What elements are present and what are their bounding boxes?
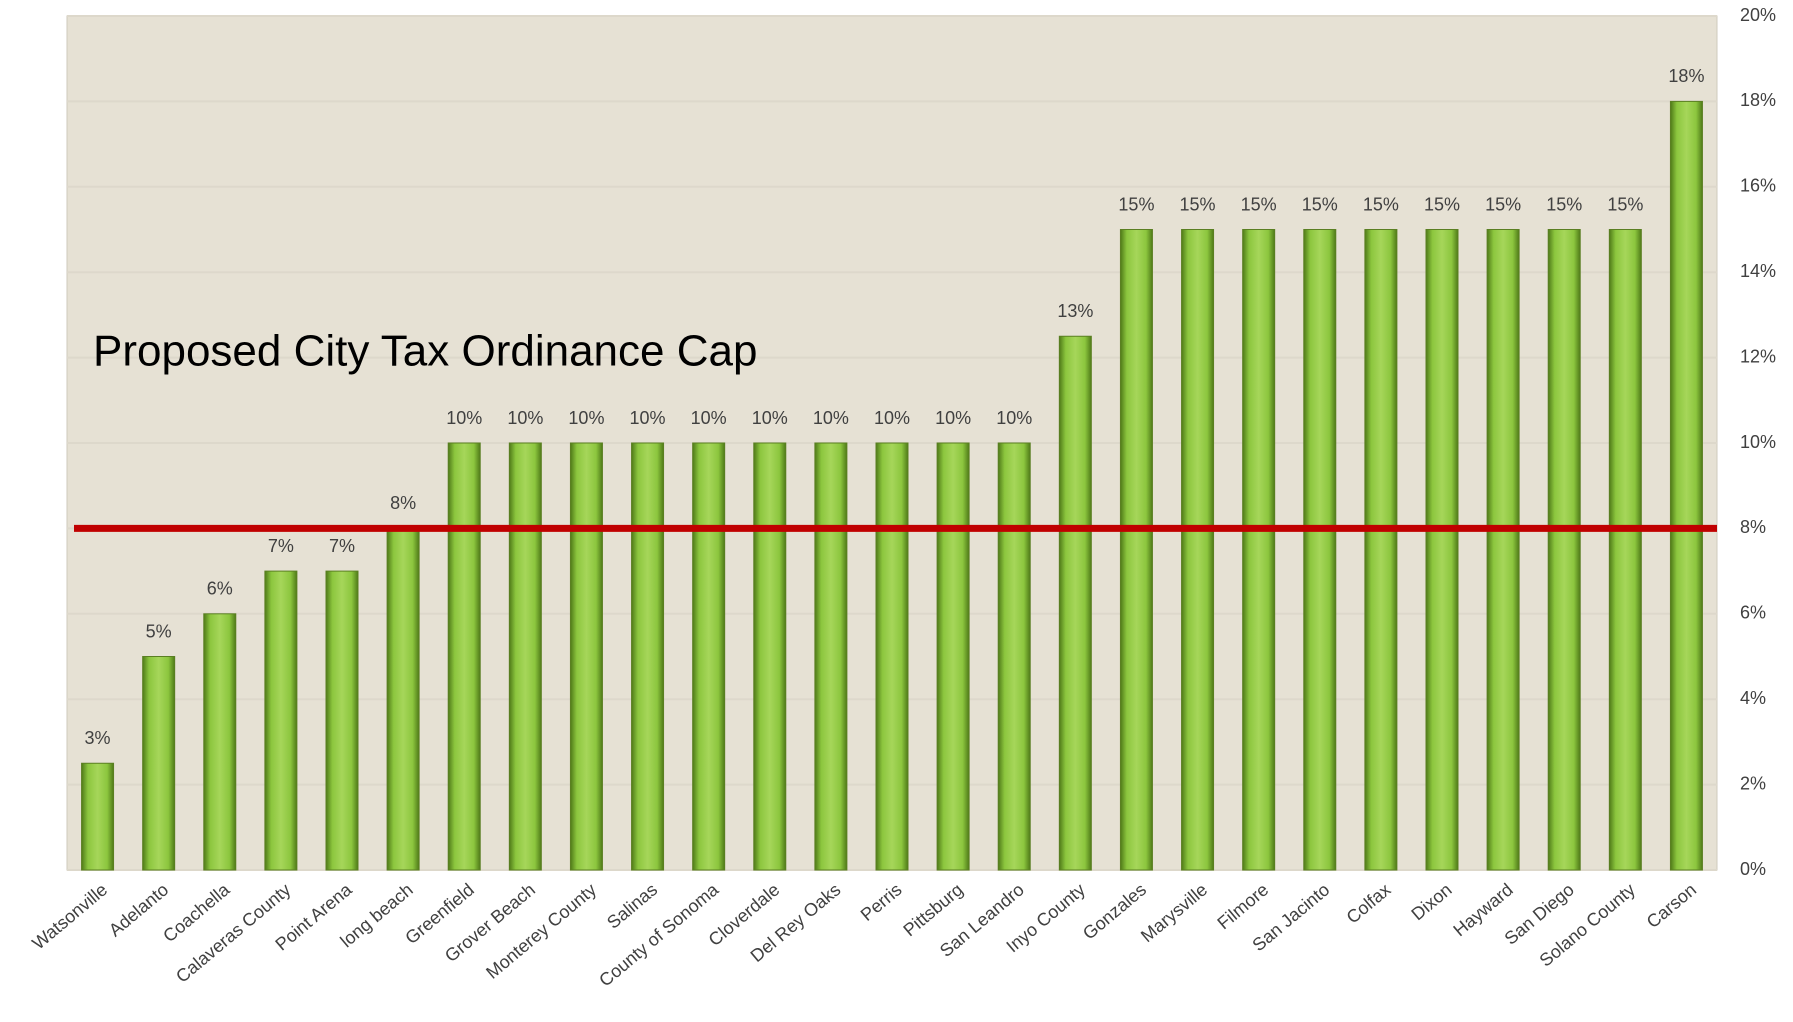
value-label: 10% (630, 408, 666, 428)
bar (875, 442, 909, 871)
value-label: 15% (1363, 194, 1399, 214)
y-tick-label: 10% (1740, 432, 1776, 452)
value-label: 10% (813, 408, 849, 428)
bar (814, 442, 848, 871)
bar (753, 442, 787, 871)
bar (1181, 229, 1215, 871)
bar (142, 656, 176, 871)
bar (508, 442, 542, 871)
value-label: 10% (507, 408, 543, 428)
bar (1364, 229, 1398, 871)
x-tick-label: Salinas (603, 879, 661, 932)
x-tick-label: Dixon (1408, 879, 1456, 924)
y-tick-label: 16% (1740, 176, 1776, 196)
y-tick-label: 18% (1740, 90, 1776, 110)
bar (447, 442, 481, 871)
value-label: 10% (874, 408, 910, 428)
value-label: 15% (1180, 194, 1216, 214)
y-tick-label: 14% (1740, 261, 1776, 281)
bar (1547, 229, 1581, 871)
y-tick-label: 0% (1740, 859, 1766, 879)
value-label: 15% (1424, 194, 1460, 214)
bar (1303, 229, 1337, 871)
bar (325, 570, 359, 871)
bar (1425, 229, 1459, 871)
bar (386, 527, 420, 871)
value-label: 15% (1607, 194, 1643, 214)
value-label: 15% (1118, 194, 1154, 214)
y-tick-label: 8% (1740, 517, 1766, 537)
x-tick-label: Colfax (1343, 879, 1395, 927)
bar (997, 442, 1031, 871)
bar (1608, 229, 1642, 871)
value-label: 10% (446, 408, 482, 428)
value-label: 7% (268, 536, 294, 556)
x-tick-label: Filmore (1213, 879, 1272, 933)
x-tick-label: Watsonville (28, 879, 111, 953)
value-label: 6% (207, 579, 233, 599)
bar (936, 442, 970, 871)
x-tick-label: Perris (857, 879, 906, 925)
y-tick-label: 12% (1740, 346, 1776, 366)
bar (569, 442, 603, 871)
bar (1242, 229, 1276, 871)
value-label: 5% (146, 621, 172, 641)
value-label: 7% (329, 536, 355, 556)
bar (692, 442, 726, 871)
value-label: 10% (996, 408, 1032, 428)
x-tick-label: Marysville (1137, 879, 1211, 946)
value-label: 8% (390, 493, 416, 513)
y-tick-label: 20% (1740, 5, 1776, 25)
y-tick-label: 2% (1740, 773, 1766, 793)
bar (1669, 100, 1703, 871)
bar (1486, 229, 1520, 871)
bar (203, 613, 237, 871)
bar (631, 442, 665, 871)
y-tick-label: 6% (1740, 603, 1766, 623)
bar (264, 570, 298, 871)
value-label: 15% (1241, 194, 1277, 214)
value-label: 15% (1546, 194, 1582, 214)
bar (1058, 335, 1092, 871)
value-label: 10% (568, 408, 604, 428)
value-label: 13% (1057, 301, 1093, 321)
value-label: 15% (1485, 194, 1521, 214)
value-label: 15% (1302, 194, 1338, 214)
value-label: 3% (85, 728, 111, 748)
x-tick-label: Monterey County (482, 879, 600, 982)
x-tick-label: Calaveras County (172, 879, 294, 986)
x-tick-label: Carson (1643, 879, 1700, 932)
y-tick-label: 4% (1740, 688, 1766, 708)
value-label: 10% (935, 408, 971, 428)
value-label: 18% (1668, 66, 1704, 86)
annotation: Proposed City Tax Ordinance Cap (93, 327, 757, 376)
value-label: 10% (752, 408, 788, 428)
bar (81, 762, 115, 871)
value-label: 10% (691, 408, 727, 428)
bar (1119, 229, 1153, 871)
